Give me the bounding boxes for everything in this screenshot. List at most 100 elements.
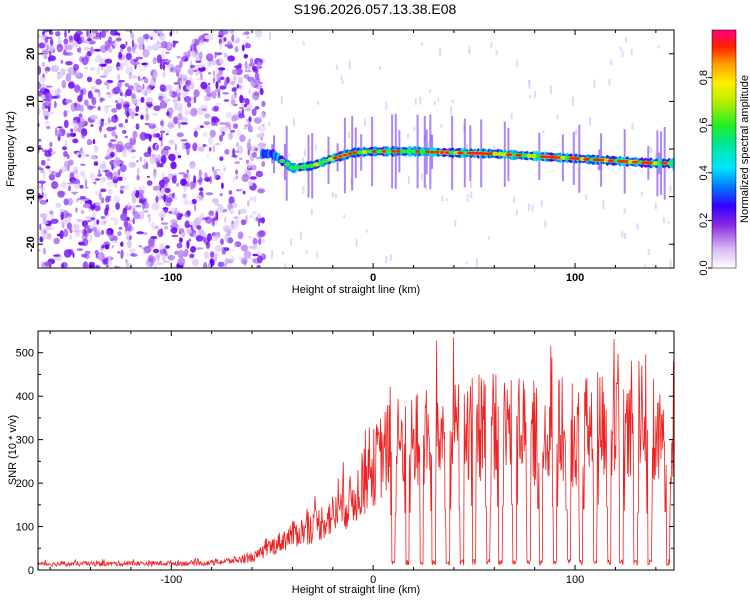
noise-blob [63, 151, 68, 158]
noise-blob [50, 95, 59, 99]
noise-speck [450, 106, 453, 115]
noise-blob [148, 87, 152, 94]
noise-blob [160, 155, 167, 164]
noise-blob [42, 91, 47, 95]
noise-blob [200, 34, 205, 41]
noise-blob [79, 35, 85, 44]
noise-speck [650, 146, 653, 153]
noise-blob [90, 217, 96, 221]
noise-blob [50, 218, 59, 224]
noise-blob [158, 163, 164, 168]
noise-blob [237, 128, 241, 137]
noise-blob [126, 239, 132, 249]
noise-blob [157, 229, 164, 238]
noise-blob [203, 121, 211, 126]
noise-blob [122, 59, 129, 67]
noise-speck [619, 47, 622, 51]
noise-blob [61, 261, 68, 268]
ridge-core [293, 165, 300, 170]
noise-speck [414, 98, 417, 105]
noise-blob [114, 39, 122, 42]
noise-blob [165, 200, 172, 207]
noise-blob [142, 48, 150, 58]
noise-blob [125, 262, 133, 268]
noise-blob [51, 181, 59, 190]
noise-blob [124, 92, 127, 98]
noise-blob [171, 207, 176, 214]
noise-blob [111, 241, 119, 244]
noise-blob [65, 44, 73, 51]
noise-blob [139, 156, 142, 163]
noise-blob [90, 156, 96, 160]
noise-blob [114, 100, 119, 103]
noise-blob [180, 122, 188, 125]
noise-blob [112, 143, 120, 147]
noise-blob [245, 214, 248, 223]
noise-blob [115, 102, 122, 110]
noise-blob [248, 87, 251, 96]
noise-blob [225, 112, 233, 119]
noise-blob [53, 254, 61, 257]
noise-blob [177, 155, 182, 159]
noise-blob [70, 191, 79, 194]
noise-blob [68, 35, 73, 41]
noise-blob [176, 56, 181, 59]
noise-blob [165, 245, 170, 249]
noise-blob [74, 102, 77, 107]
noise-blob [60, 60, 63, 64]
noise-blob [185, 79, 192, 86]
noise-blob [246, 35, 250, 40]
ridge-peak [347, 152, 353, 156]
noise-blob [153, 172, 157, 179]
colorbar-gradient [711, 29, 737, 269]
ridge-core [327, 157, 334, 162]
noise-blob [242, 97, 246, 104]
noise-blob [90, 124, 94, 127]
noise-blob [227, 55, 236, 62]
noise-blob [219, 156, 224, 161]
spectrogram-y-label: Frequency (Hz) [5, 111, 17, 187]
noise-speck [280, 95, 283, 105]
noise-blob [86, 76, 93, 83]
noise-blob [200, 104, 208, 110]
noise-blob [235, 175, 239, 180]
noise-blob [238, 188, 244, 192]
noise-speck [331, 191, 334, 198]
noise-blob [193, 175, 196, 184]
noise-blob [152, 248, 160, 254]
noise-blob [131, 136, 134, 139]
noise-speck [534, 90, 537, 99]
noise-speck [465, 261, 468, 265]
noise-blob [177, 96, 181, 102]
noise-blob [193, 130, 198, 138]
noise-blob [133, 213, 141, 219]
noise-blob [98, 63, 104, 67]
noise-blob [138, 193, 144, 201]
noise-blob [163, 260, 170, 263]
noise-blob [163, 129, 171, 134]
noise-blob [146, 180, 152, 186]
snr-y-label: SNR (10 * v/v) [7, 415, 19, 485]
noise-speck [454, 219, 457, 227]
ridge-peak [444, 151, 450, 155]
noise-speck [624, 232, 626, 239]
noise-blob [114, 183, 118, 188]
x-tick-label: -100 [160, 574, 182, 586]
noise-blob [165, 65, 170, 68]
noise-speck [624, 37, 627, 43]
noise-speck [540, 200, 543, 208]
noise-blob [214, 142, 221, 146]
noise-blob [243, 127, 247, 130]
snr-frame [37, 330, 675, 571]
noise-blob [161, 50, 165, 59]
noise-blob [86, 219, 92, 223]
noise-blob [41, 61, 46, 67]
noise-blob [117, 63, 121, 68]
noise-blob [130, 253, 138, 257]
noise-blob [141, 89, 146, 96]
snr-x-label: Height of straight line (km) [292, 584, 420, 596]
ridge-peak [342, 153, 348, 157]
noise-blob [153, 263, 157, 268]
noise-blob [128, 161, 136, 168]
noise-blob [141, 62, 148, 66]
